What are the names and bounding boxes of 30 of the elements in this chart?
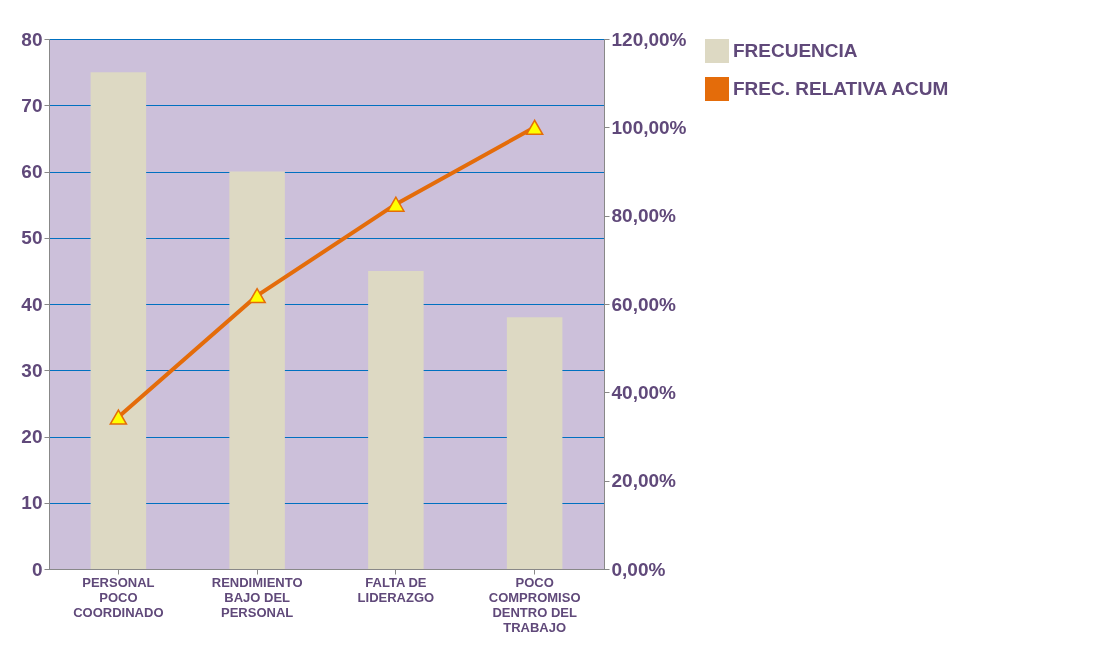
y2-tick-label: 120,00% (611, 28, 687, 50)
point (109, 409, 128, 425)
point (525, 119, 544, 136)
y-tick-label: 70 (21, 94, 43, 116)
y-tick-label: 40 (21, 293, 43, 315)
x-tick-label: POCO COMPROMISO DENTRO DEL TRABAJO (488, 574, 581, 635)
y-tick-label: 50 (21, 227, 43, 249)
y2-tick-label: 0,00% (611, 558, 666, 580)
y2-tick-label: 100,00% (611, 116, 687, 138)
y-tick-label: 30 (21, 359, 43, 381)
legend-label: FRECUENCIA (733, 40, 858, 61)
point (248, 287, 266, 304)
y-tick-label: 0 (31, 558, 43, 580)
y-tick-label: 80 (21, 28, 43, 50)
bar (368, 270, 424, 569)
x-tick-label: RENDIMIENTO BAJO DEL PERSONAL (211, 574, 303, 620)
x-tick-label: FALTA DE LIDERAZGO (357, 574, 435, 605)
y2-tick-label: 80,00% (611, 205, 677, 227)
bar (506, 317, 563, 569)
y-tick-label: 20 (21, 426, 43, 447)
y-tick-label: 60 (21, 161, 43, 182)
y-tick-label: 10 (21, 492, 43, 514)
bar (90, 72, 147, 569)
point (387, 196, 405, 212)
bar (229, 171, 285, 569)
legend-label: FREC. RELATIVA ACUM (733, 78, 949, 99)
x-tick-label: PERSONAL POCO COORDINADO (73, 574, 164, 620)
y2-tick-label: 40,00% (611, 381, 677, 403)
y2-tick-label: 60,00% (611, 293, 677, 315)
y2-tick-label: 20,00% (611, 470, 677, 492)
